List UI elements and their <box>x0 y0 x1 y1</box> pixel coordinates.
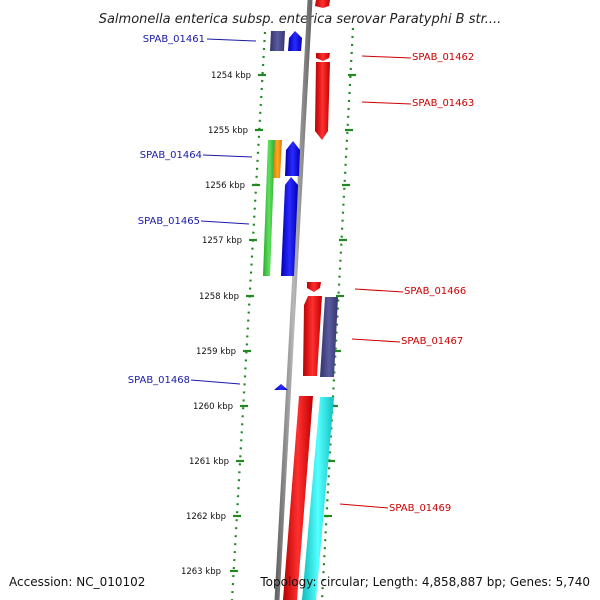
tick-label-1263: 1263 kbp <box>181 567 221 577</box>
leader-line <box>361 55 412 59</box>
axis-tick-labels: 1254 kbp 1255 kbp 1256 kbp 1257 kbp 1258… <box>181 71 251 577</box>
leader-line <box>202 154 253 158</box>
label-spab-01468[interactable]: SPAB_01468 <box>128 375 190 386</box>
gene-spab-01461[interactable] <box>270 31 285 51</box>
gene-spab-01467[interactable] <box>320 297 338 377</box>
label-spab-01469[interactable]: SPAB_01469 <box>389 503 451 514</box>
right-gene-labels <box>339 55 412 509</box>
gene-spab-01463[interactable] <box>315 62 330 140</box>
gene-spab-01464-protein[interactable] <box>285 141 300 176</box>
outer-tick-marks <box>324 73 356 518</box>
axis-tick-marks <box>230 73 266 573</box>
label-spab-01464[interactable]: SPAB_01464 <box>140 150 202 161</box>
gene-spab-01469-cds[interactable] <box>283 396 313 600</box>
label-spab-01466[interactable]: SPAB_01466 <box>404 286 466 297</box>
tick-label-1259: 1259 kbp <box>196 347 236 357</box>
tick-label-1255: 1255 kbp <box>208 126 248 136</box>
gene-spab-01461-cds[interactable] <box>288 31 302 51</box>
gene-top-fragment[interactable] <box>315 0 330 8</box>
tick-label-1261: 1261 kbp <box>189 457 229 467</box>
label-spab-01461[interactable]: SPAB_01461 <box>143 34 205 45</box>
tick-label-1256: 1256 kbp <box>205 181 245 191</box>
leader-line <box>206 38 257 42</box>
tick-label-1260: 1260 kbp <box>193 402 233 412</box>
tick-label-1257: 1257 kbp <box>202 236 242 246</box>
tick-label-1262: 1262 kbp <box>186 512 226 522</box>
gene-spab-01464-cds[interactable] <box>273 140 282 178</box>
leader-line <box>339 503 389 509</box>
gene-spab-01466[interactable] <box>307 282 321 292</box>
leader-line <box>200 220 250 225</box>
left-gene-labels <box>190 38 257 385</box>
leader-line <box>361 101 412 105</box>
gene-spab-01462[interactable] <box>316 53 330 61</box>
accession-text: Accession: NC_010102 <box>9 575 145 589</box>
forward-strand-genes <box>283 0 338 600</box>
genome-summary-text: Topology: circular; Length: 4,858,887 bp… <box>259 575 590 589</box>
gene-spab-01469[interactable] <box>302 397 334 600</box>
reverse-strand-genes <box>263 31 302 390</box>
label-spab-01463[interactable]: SPAB_01463 <box>412 98 474 109</box>
inner-dotted-ring <box>230 31 267 600</box>
gene-spab-01465[interactable] <box>281 177 298 276</box>
leader-line <box>351 338 401 343</box>
tick-label-1258: 1258 kbp <box>199 292 239 302</box>
label-spab-01465[interactable]: SPAB_01465 <box>138 216 200 227</box>
leader-line <box>190 379 241 385</box>
right-gene-label-texts: SPAB_01462 SPAB_01463 SPAB_01466 SPAB_01… <box>389 52 474 514</box>
label-spab-01467[interactable]: SPAB_01467 <box>401 336 463 347</box>
gene-spab-01467-cds[interactable] <box>303 296 322 376</box>
gene-spab-01464[interactable] <box>263 140 275 276</box>
left-gene-label-texts: SPAB_01461 SPAB_01464 SPAB_01465 SPAB_01… <box>128 34 205 386</box>
tick-label-1254: 1254 kbp <box>211 71 251 81</box>
label-spab-01462[interactable]: SPAB_01462 <box>412 52 474 63</box>
map-title: Salmonella enterica subsp. enterica sero… <box>99 12 502 27</box>
genome-backbone <box>274 0 313 600</box>
gene-spab-01468[interactable] <box>274 384 288 390</box>
gene-separator <box>300 396 318 600</box>
leader-line <box>354 288 404 293</box>
